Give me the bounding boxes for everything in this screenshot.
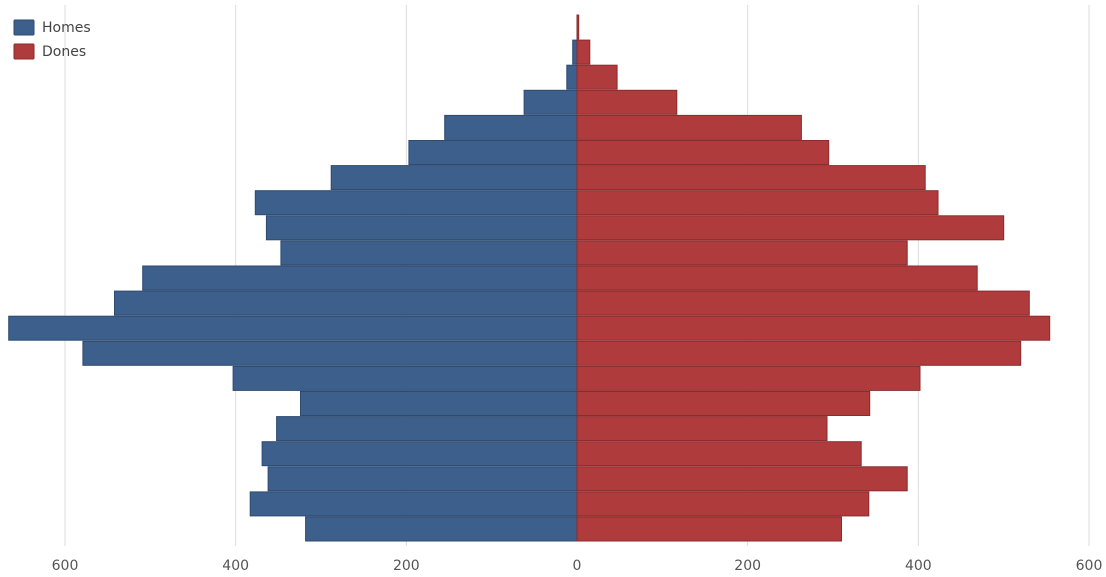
x-tick-label: 400	[905, 558, 932, 574]
x-tick-label: 0	[573, 558, 582, 574]
bar-homes-4[interactable]	[444, 114, 578, 140]
legend-swatch-dones	[13, 43, 35, 60]
bar-dones-19[interactable]	[576, 491, 870, 517]
x-tick-label: 600	[1076, 558, 1103, 574]
bar-dones-14[interactable]	[576, 365, 921, 391]
bar-dones-2[interactable]	[576, 64, 618, 90]
bar-homes-6[interactable]	[330, 165, 578, 191]
bar-dones-1[interactable]	[576, 39, 591, 65]
bar-dones-12[interactable]	[576, 315, 1051, 341]
bar-homes-12[interactable]	[8, 315, 578, 341]
legend: Homes Dones	[13, 19, 91, 60]
x-tick-label: 200	[393, 558, 420, 574]
bar-homes-1[interactable]	[572, 39, 578, 65]
bar-homes-18[interactable]	[267, 466, 578, 492]
legend-label-dones: Dones	[42, 44, 86, 60]
bar-homes-14[interactable]	[232, 365, 578, 391]
bar-homes-5[interactable]	[408, 140, 578, 165]
legend-item-homes[interactable]: Homes	[13, 19, 91, 36]
bar-homes-20[interactable]	[305, 516, 578, 542]
bar-homes-9[interactable]	[280, 240, 578, 266]
x-tick-label: 600	[52, 558, 79, 574]
bar-dones-0[interactable]	[576, 14, 580, 40]
bar-dones-17[interactable]	[576, 441, 862, 467]
bar-dones-18[interactable]	[576, 466, 908, 492]
bar-dones-7[interactable]	[576, 190, 939, 216]
bar-homes-15[interactable]	[300, 391, 578, 416]
x-tick-label: 200	[734, 558, 761, 574]
bar-dones-20[interactable]	[576, 516, 842, 542]
bar-homes-10[interactable]	[142, 265, 578, 291]
bar-homes-3[interactable]	[523, 89, 578, 115]
bars	[8, 14, 1051, 542]
bar-dones-13[interactable]	[576, 340, 1022, 366]
bar-homes-7[interactable]	[254, 190, 578, 216]
bar-dones-9[interactable]	[576, 240, 908, 266]
bar-homes-13[interactable]	[82, 340, 578, 366]
bar-homes-2[interactable]	[566, 64, 578, 90]
legend-item-dones[interactable]: Dones	[13, 43, 86, 60]
bar-dones-10[interactable]	[576, 265, 978, 291]
bar-homes-17[interactable]	[261, 441, 578, 467]
bar-dones-11[interactable]	[576, 290, 1030, 316]
bar-dones-16[interactable]	[576, 416, 828, 442]
bar-homes-8[interactable]	[265, 215, 578, 241]
bar-dones-4[interactable]	[576, 114, 802, 140]
bar-dones-15[interactable]	[576, 391, 871, 416]
bar-homes-11[interactable]	[114, 290, 578, 316]
legend-label-homes: Homes	[42, 20, 91, 36]
bar-homes-19[interactable]	[249, 491, 578, 517]
legend-swatch-homes	[13, 19, 35, 36]
bar-homes-16[interactable]	[276, 416, 578, 442]
x-axis-ticks: 600 400 200 0 200 400 600	[52, 558, 1103, 574]
bar-dones-5[interactable]	[576, 140, 830, 165]
bar-dones-8[interactable]	[576, 215, 1005, 241]
bar-dones-6[interactable]	[576, 165, 926, 191]
bar-dones-3[interactable]	[576, 89, 678, 115]
x-tick-label: 400	[222, 558, 249, 574]
